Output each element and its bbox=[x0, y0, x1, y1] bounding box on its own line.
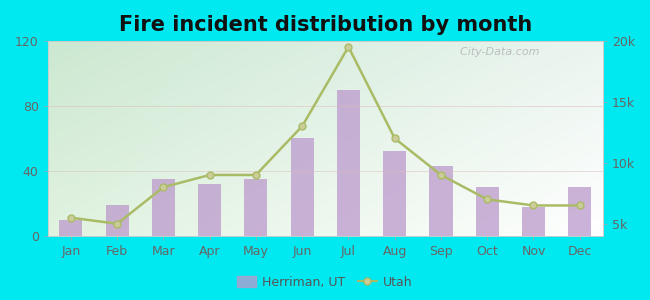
Bar bbox=[244, 179, 268, 236]
Bar bbox=[568, 187, 592, 236]
Bar bbox=[198, 184, 221, 236]
Bar bbox=[59, 220, 83, 236]
Bar bbox=[383, 152, 406, 236]
Text: City-Data.com: City-Data.com bbox=[453, 46, 540, 57]
Bar bbox=[152, 179, 175, 236]
Title: Fire incident distribution by month: Fire incident distribution by month bbox=[119, 15, 532, 35]
Legend: Herriman, UT, Utah: Herriman, UT, Utah bbox=[232, 271, 418, 294]
Bar bbox=[337, 89, 360, 236]
Bar bbox=[291, 138, 314, 236]
Bar bbox=[105, 205, 129, 236]
Bar bbox=[522, 207, 545, 236]
Bar bbox=[430, 166, 452, 236]
Bar bbox=[476, 187, 499, 236]
